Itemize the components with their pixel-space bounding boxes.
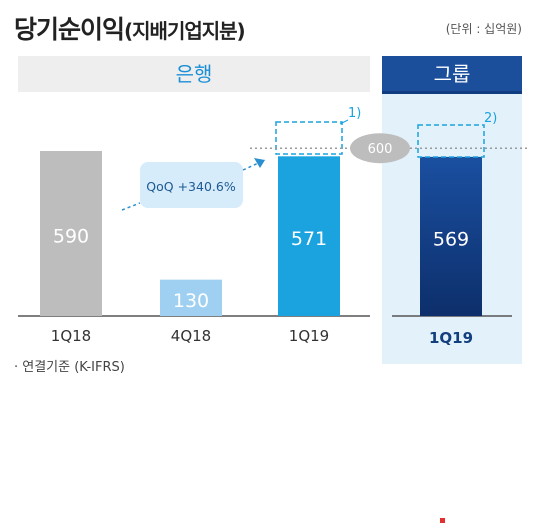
bar-value-1q19: 571 — [291, 228, 327, 250]
footnote: · 연결기준 (K-IFRS) — [14, 360, 125, 375]
reference-label: 600 — [368, 142, 393, 157]
bar-1q19 — [278, 156, 340, 316]
bar-1q18 — [40, 151, 102, 316]
qoq-callout-box — [140, 162, 243, 208]
x-tick-1q19: 1Q19 — [289, 327, 329, 345]
reference-label-bg — [350, 133, 410, 164]
bar-4q18 — [160, 279, 222, 316]
bank-chart: 590 1Q18 130 4Q18 571 1Q19 1) QoQ +340.6% — [18, 106, 370, 345]
bar-value-group-1q19: 569 — [433, 228, 469, 250]
group-header: 그룹 — [382, 56, 522, 92]
x-tick-group-1q19: 1Q19 — [429, 329, 473, 347]
qoq-callout-text: QoQ +340.6% — [146, 179, 236, 194]
dashed-box-1q19 — [275, 121, 343, 155]
bar-value-1q18: 590 — [53, 226, 89, 248]
group-header-rule — [382, 91, 522, 94]
bar-value-4q18: 130 — [173, 290, 209, 312]
qoq-arrow-in — [121, 202, 141, 211]
title-main: 당기순이익 — [14, 15, 125, 44]
dashed-box-group — [417, 124, 485, 158]
note-1: 1) — [348, 106, 361, 121]
note-1-leader — [339, 119, 349, 125]
red-marker — [440, 518, 445, 523]
bar-group-1q19 — [420, 156, 482, 316]
qoq-arrow-head — [254, 158, 265, 168]
note-2: 2) — [484, 111, 497, 126]
bank-header: 은행 — [18, 56, 370, 92]
group-chart: 569 1Q19 600 2) — [250, 111, 530, 347]
title-sub: (지배기업지분) — [124, 19, 246, 43]
x-tick-1q18: 1Q18 — [51, 327, 91, 345]
page-title: 당기순이익(지배기업지분) — [14, 10, 246, 46]
x-tick-4q18: 4Q18 — [171, 327, 211, 345]
unit-label: (단위 : 십억원) — [445, 22, 522, 36]
